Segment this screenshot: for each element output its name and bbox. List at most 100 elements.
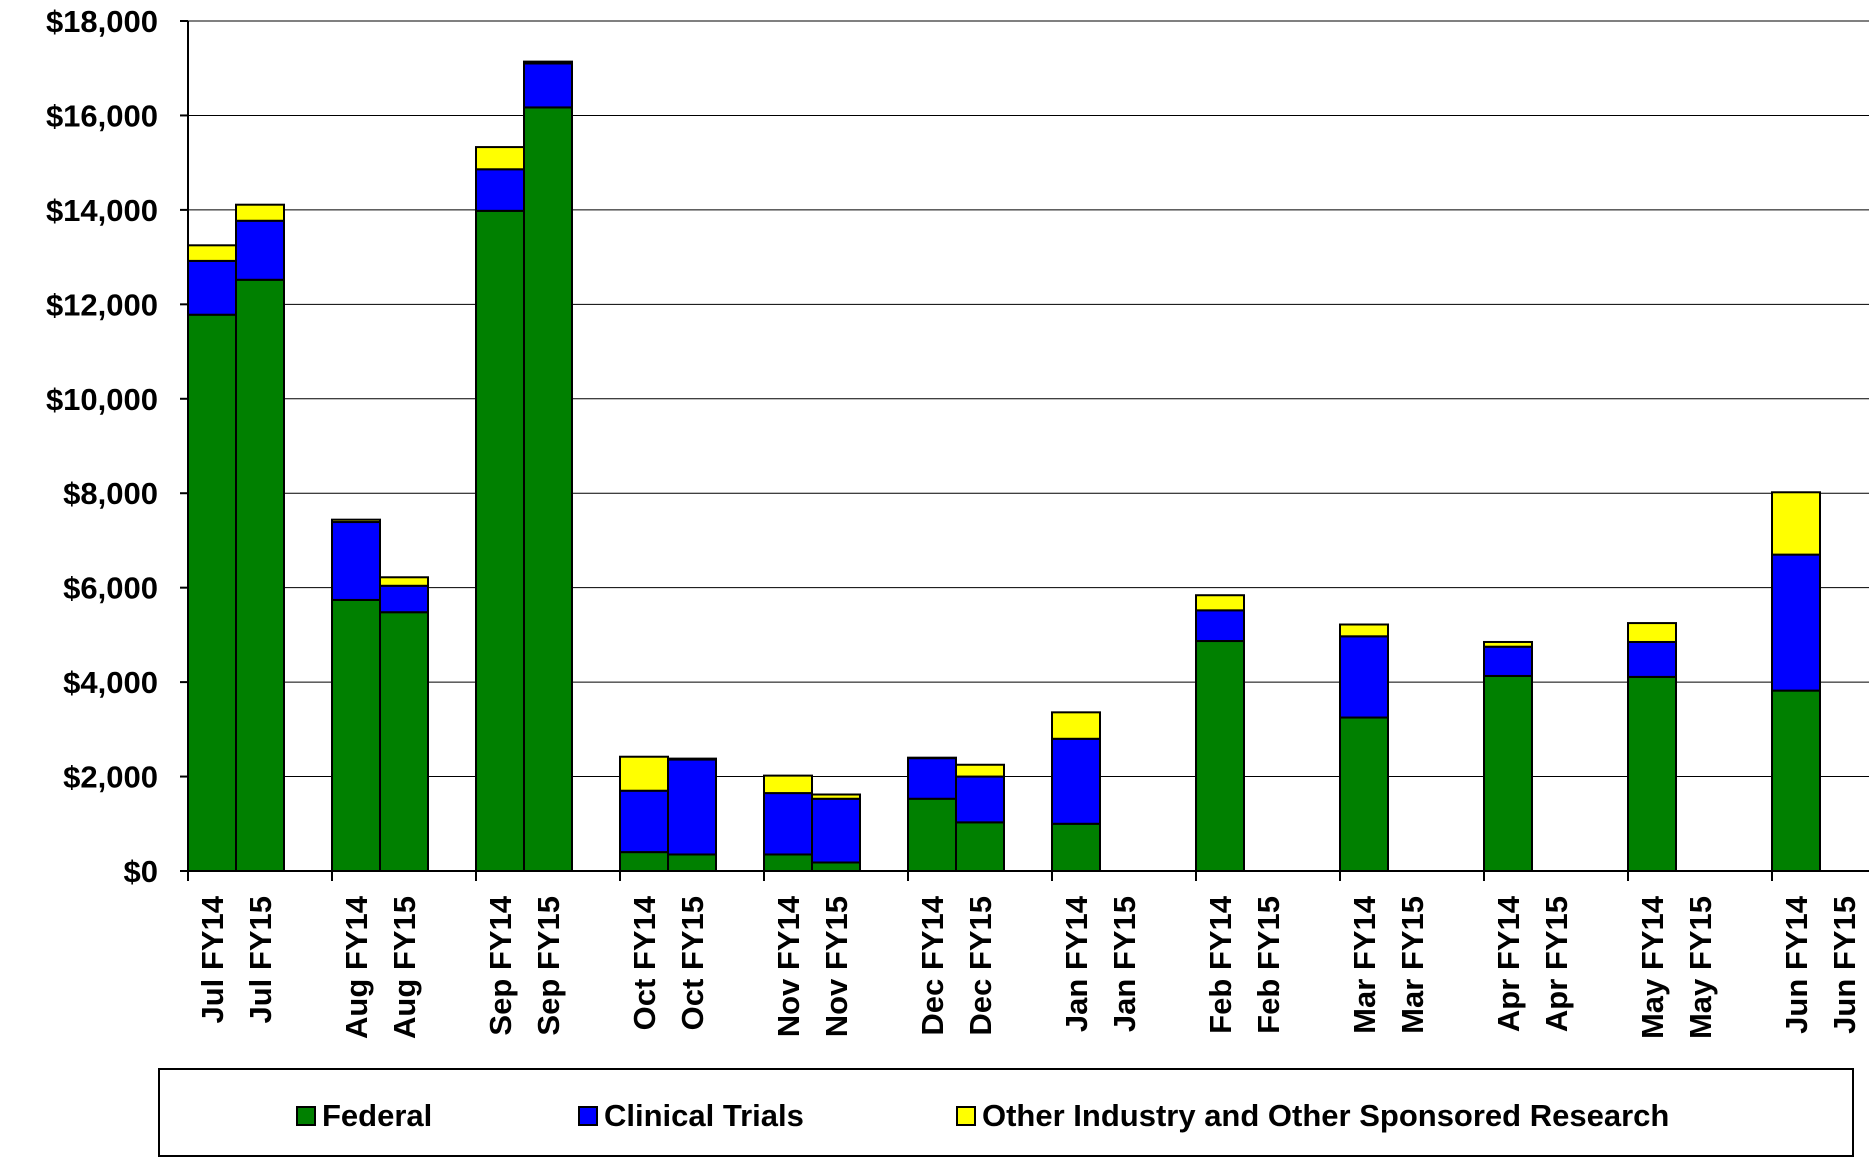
x-tick-label: Jan FY14 (1059, 895, 1094, 1032)
bar-segment-other-industry-and-other-sponsored-research (619, 755, 669, 792)
bar-segment-clinical-trials (1627, 640, 1677, 678)
x-tick-label: May FY14 (1635, 895, 1670, 1039)
x-tick-label: Jul FY15 (243, 896, 278, 1024)
bar-segment-federal (523, 106, 573, 872)
x-tick-labels: Jul FY14 Jul FY15 Aug FY14 Aug FY15 Sep FY14… (195, 895, 1862, 1039)
x-tick-label: Feb FY15 (1251, 896, 1286, 1034)
legend-item-clinical-trials: Clinical Trials (578, 1098, 804, 1134)
y-tick-label: $14,000 (46, 193, 158, 228)
bar-segment-clinical-trials (1339, 635, 1389, 719)
bar-segment-other-industry-and-other-sponsored-research (1339, 623, 1389, 638)
bar-segment-clinical-trials (811, 797, 861, 864)
x-tick-label: Mar FY15 (1395, 896, 1430, 1034)
x-tick-label: Dec FY15 (963, 896, 998, 1036)
bar-segment-federal (1483, 674, 1533, 872)
bar-segment-federal (667, 853, 717, 873)
bar-segment-clinical-trials (379, 584, 429, 614)
x-tick-label: Aug FY14 (339, 895, 374, 1039)
x-tick-label: Oct FY15 (675, 896, 710, 1030)
bar-segment-federal (1771, 689, 1821, 872)
bar-segment-other-industry-and-other-sponsored-research (667, 757, 717, 761)
bars (187, 60, 1821, 873)
bar-segment-clinical-trials (187, 259, 237, 316)
bar-segment-federal (955, 821, 1005, 872)
x-tick-label: Apr FY15 (1539, 896, 1574, 1032)
gridlines (180, 20, 1869, 881)
x-tick-label: Mar FY14 (1347, 895, 1382, 1034)
y-tick-label: $2,000 (63, 760, 158, 795)
bar-segment-federal (619, 851, 669, 872)
y-tick-label: $10,000 (46, 382, 158, 417)
x-tick-label: Oct FY14 (627, 895, 662, 1030)
bar-segment-clinical-trials (331, 521, 381, 601)
x-tick-label: Jun FY14 (1779, 895, 1814, 1034)
bar-segment-federal (331, 598, 381, 872)
bar-segment-other-industry-and-other-sponsored-research (763, 774, 813, 795)
bar-segment-federal (1339, 716, 1389, 872)
legend-label-federal: Federal (322, 1098, 433, 1133)
y-tick-label: $0 (124, 854, 158, 889)
y-tick-labels: $0 $2,000 $4,000 $6,000 $8,000 $10,000 $12,000… (46, 4, 158, 889)
bar-segment-clinical-trials (1483, 645, 1533, 677)
x-tick-label: Aug FY15 (387, 896, 422, 1039)
bar-segment-other-industry-and-other-sponsored-research (955, 763, 1005, 778)
bar-segment-federal (1195, 640, 1245, 872)
bar-segment-other-industry-and-other-sponsored-research (1483, 640, 1533, 648)
x-tick-label: Jul FY14 (195, 895, 230, 1023)
bar-segment-clinical-trials (1051, 737, 1101, 825)
bar-segment-clinical-trials (523, 62, 573, 109)
x-tick-label: Nov FY14 (771, 895, 806, 1037)
legend-label-other-industry: Other Industry and Other Sponsored Resea… (982, 1098, 1670, 1133)
bar-segment-clinical-trials (763, 792, 813, 856)
bar-segment-other-industry-and-other-sponsored-research (523, 60, 573, 65)
bar-segment-clinical-trials (667, 758, 717, 856)
legend-swatch-federal (296, 1106, 316, 1126)
x-tick-label: Jun FY15 (1827, 896, 1862, 1034)
bar-segment-federal (187, 313, 237, 872)
bar-segment-federal (1627, 675, 1677, 873)
bar-segment-other-industry-and-other-sponsored-research (187, 244, 237, 262)
x-tick-label: Apr FY14 (1491, 895, 1526, 1032)
x-tick-label: Nov FY15 (819, 896, 854, 1037)
bar-segment-other-industry-and-other-sponsored-research (331, 518, 381, 524)
y-tick-label: $12,000 (46, 287, 158, 322)
bar-segment-clinical-trials (907, 757, 957, 800)
bar-segment-clinical-trials (619, 789, 669, 854)
y-tick-label: $8,000 (63, 476, 158, 511)
legend-label-clinical-trials: Clinical Trials (604, 1098, 804, 1133)
bar-segment-clinical-trials (475, 168, 525, 212)
bar-segment-clinical-trials (955, 775, 1005, 824)
bar-segment-federal (907, 797, 957, 872)
legend-swatch-other-industry (956, 1106, 976, 1126)
y-tick-label: $4,000 (63, 665, 158, 700)
x-tick-label: Jan FY15 (1107, 896, 1142, 1032)
y-tick-label: $6,000 (63, 571, 158, 606)
bar-segment-federal (235, 278, 285, 872)
y-tick-label: $18,000 (46, 4, 158, 39)
bar-segment-other-industry-and-other-sponsored-research (1051, 711, 1101, 740)
bar-segment-federal (475, 209, 525, 873)
x-tick-label: Feb FY14 (1203, 895, 1238, 1034)
legend-swatch-clinical-trials (578, 1106, 598, 1126)
x-tick-label: May FY15 (1683, 896, 1718, 1039)
bar-segment-federal (1051, 822, 1101, 872)
x-tick-label: Sep FY14 (483, 895, 518, 1035)
bar-segment-clinical-trials (1195, 609, 1245, 643)
x-tick-label: Sep FY15 (531, 896, 566, 1036)
y-tick-label: $16,000 (46, 98, 158, 133)
legend-item-federal: Federal (296, 1098, 432, 1134)
bar-segment-clinical-trials (235, 219, 285, 281)
bar-segment-other-industry-and-other-sponsored-research (1627, 622, 1677, 643)
bar-segment-clinical-trials (1771, 553, 1821, 692)
bar-segment-other-industry-and-other-sponsored-research (379, 576, 429, 587)
bar-segment-other-industry-and-other-sponsored-research (475, 146, 525, 171)
bar-segment-federal (379, 611, 429, 872)
bar-segment-federal (763, 853, 813, 873)
bar-segment-other-industry-and-other-sponsored-research (1195, 594, 1245, 612)
bar-segment-other-industry-and-other-sponsored-research (1771, 491, 1821, 556)
legend-item-other-industry: Other Industry and Other Sponsored Resea… (956, 1098, 1669, 1134)
axes (187, 21, 1869, 872)
bar-segment-federal (811, 861, 861, 872)
bar-segment-other-industry-and-other-sponsored-research (235, 203, 285, 222)
